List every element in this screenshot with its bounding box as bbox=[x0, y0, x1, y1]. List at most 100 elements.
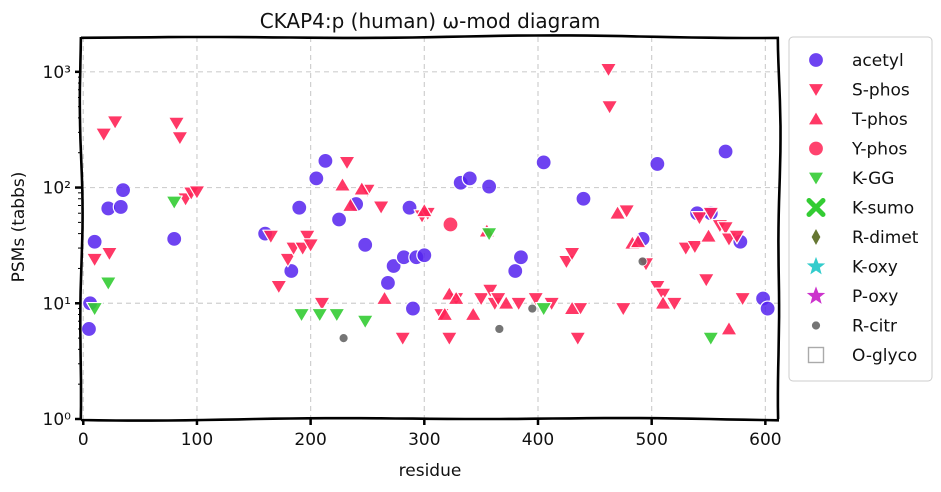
legend-label: O-glyco bbox=[852, 346, 917, 366]
data-point bbox=[629, 233, 647, 249]
data-point bbox=[461, 170, 478, 187]
data-point bbox=[165, 195, 183, 211]
data-point bbox=[472, 291, 490, 307]
legend-frame bbox=[788, 36, 933, 382]
data-point bbox=[699, 227, 718, 243]
legend-marker bbox=[807, 110, 825, 126]
x-tick-label: 500 bbox=[635, 430, 667, 450]
data-point bbox=[728, 229, 746, 245]
data-point bbox=[341, 197, 360, 213]
series-acetyl bbox=[80, 143, 776, 338]
data-point bbox=[328, 307, 346, 323]
data-point bbox=[166, 230, 183, 248]
series-s-phos bbox=[86, 62, 752, 347]
data-point bbox=[291, 199, 308, 216]
data-point bbox=[86, 301, 104, 317]
data-point bbox=[665, 296, 684, 312]
data-point bbox=[690, 211, 709, 226]
chart-title: CKAP4:p (human) ω-mod diagram bbox=[260, 9, 601, 33]
data-point bbox=[510, 296, 528, 312]
x-tick-label: 200 bbox=[294, 430, 326, 450]
data-point bbox=[507, 262, 524, 280]
data-point bbox=[86, 233, 103, 250]
legend-marker bbox=[807, 171, 825, 187]
data-point bbox=[535, 154, 552, 171]
x-tick-label: 300 bbox=[408, 430, 440, 450]
data-point bbox=[385, 257, 402, 275]
legend-label: Y-phos bbox=[851, 140, 907, 160]
x-tick-label: 600 bbox=[749, 430, 781, 450]
data-point bbox=[167, 116, 186, 132]
legend-label: R-citr bbox=[852, 317, 897, 337]
data-point bbox=[489, 291, 507, 307]
data-point bbox=[375, 290, 394, 306]
data-point bbox=[436, 306, 454, 322]
series-k-gg bbox=[86, 195, 720, 347]
data-point bbox=[720, 320, 738, 336]
data-point bbox=[86, 252, 104, 268]
legend-label: K-sumo bbox=[852, 199, 914, 219]
data-point bbox=[112, 198, 129, 216]
data-point bbox=[497, 295, 515, 310]
data-point bbox=[494, 324, 505, 334]
y-tick-label: 10⁰ bbox=[43, 410, 72, 430]
data-point bbox=[759, 300, 776, 317]
y-axis-title: PSMs (tabbs) bbox=[9, 172, 29, 283]
data-point bbox=[311, 307, 329, 323]
legend-marker bbox=[807, 140, 825, 157]
data-point bbox=[654, 287, 672, 303]
data-point bbox=[481, 178, 498, 195]
data-point bbox=[527, 291, 545, 307]
legend-entry: S-phos bbox=[807, 81, 910, 101]
data-point bbox=[80, 320, 98, 338]
data-point bbox=[481, 283, 499, 299]
data-point bbox=[447, 290, 465, 306]
data-point bbox=[95, 127, 113, 143]
data-point bbox=[648, 279, 666, 295]
data-point bbox=[317, 152, 334, 169]
data-point bbox=[401, 199, 418, 216]
data-point bbox=[404, 300, 422, 317]
legend-entry: P-oxy bbox=[806, 286, 898, 307]
legend-marker bbox=[806, 286, 826, 304]
data-point bbox=[569, 331, 587, 347]
legend-marker bbox=[806, 256, 826, 275]
data-point bbox=[480, 227, 498, 242]
legend: acetyl S-phos T-phos Y-phos K-GG K-sumo R-dime… bbox=[788, 36, 933, 382]
legend-label: T-phos bbox=[851, 110, 908, 130]
data-point bbox=[292, 307, 311, 323]
legend-entry: O-glyco bbox=[807, 346, 917, 366]
series-y-phos bbox=[442, 216, 459, 233]
data-point bbox=[330, 211, 348, 228]
data-point bbox=[415, 202, 433, 218]
data-point bbox=[379, 274, 397, 292]
data-point bbox=[649, 155, 666, 173]
data-point bbox=[171, 131, 189, 146]
data-point bbox=[440, 331, 458, 347]
axis-ticks: 0 100 200 300 400 500 600 10⁰ 10¹ 10² 10³ bbox=[43, 63, 782, 450]
data-point bbox=[608, 205, 627, 220]
data-point bbox=[302, 238, 320, 254]
data-point bbox=[394, 331, 412, 347]
legend-label: acetyl bbox=[852, 51, 904, 71]
data-point bbox=[338, 155, 356, 171]
legend-label: K-GG bbox=[852, 169, 894, 189]
legend-marker bbox=[807, 51, 825, 69]
data-point bbox=[601, 100, 619, 115]
data-point bbox=[99, 276, 117, 292]
data-point bbox=[563, 246, 581, 262]
data-point bbox=[535, 301, 553, 317]
data-point bbox=[614, 301, 632, 317]
legend-marker bbox=[810, 226, 822, 248]
data-point bbox=[313, 296, 331, 312]
data-point bbox=[188, 185, 206, 200]
legend-entry: R-citr bbox=[811, 317, 897, 337]
data-point bbox=[106, 115, 124, 131]
data-point bbox=[298, 229, 316, 245]
data-points bbox=[80, 62, 776, 347]
data-point bbox=[114, 182, 132, 199]
data-point bbox=[734, 291, 752, 307]
plot-frame bbox=[78, 34, 782, 422]
legend-entry: K-sumo bbox=[806, 198, 914, 219]
data-point bbox=[575, 190, 592, 207]
